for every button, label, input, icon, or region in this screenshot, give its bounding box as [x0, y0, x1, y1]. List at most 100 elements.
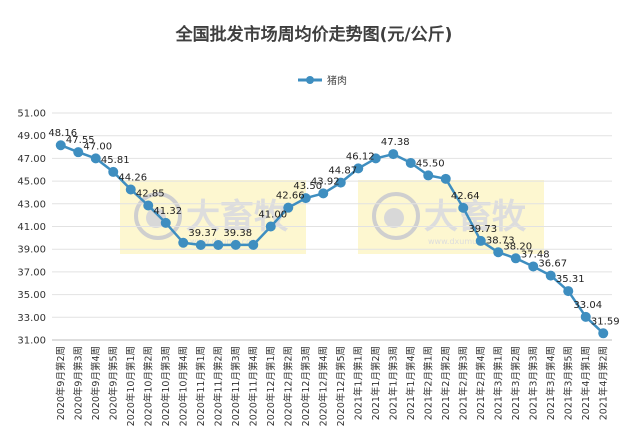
data-label: 43.92 — [311, 176, 340, 187]
y-tick-label: 33.00 — [17, 313, 46, 324]
data-label: 41.32 — [153, 206, 182, 217]
x-tick-label: 2021年1月第4周 — [405, 346, 417, 420]
data-point — [265, 221, 276, 232]
data-point — [160, 217, 171, 228]
x-tick-label: 2020年12月第2周 — [282, 346, 294, 426]
data-point — [423, 170, 434, 181]
x-tick-label: 2020年11月第4周 — [247, 346, 259, 426]
data-point — [318, 188, 329, 199]
data-point — [213, 240, 224, 251]
watermark-icon-inner — [384, 208, 404, 228]
watermark-subtext: www.dxumu.com — [428, 237, 497, 246]
watermark-icon — [372, 192, 420, 240]
y-tick-label: 45.00 — [17, 177, 46, 188]
watermark-icon — [134, 192, 182, 240]
data-label: 43.50 — [293, 181, 322, 192]
y-axis-ticks: 31.00 33.00 35.00 37.00 39.00 41.00 43.00 45.00… — [17, 109, 46, 347]
data-label: 42.64 — [451, 191, 480, 202]
x-tick-label: 2021年2月第1周 — [422, 346, 434, 420]
y-tick-label: 47.00 — [17, 154, 46, 165]
data-label: 45.50 — [416, 158, 445, 169]
data-label: 44.87 — [328, 166, 357, 177]
data-point — [283, 202, 294, 213]
data-point — [353, 163, 364, 174]
data-point — [300, 193, 311, 204]
y-tick-label: 39.00 — [17, 245, 46, 256]
legend-dot-marker — [306, 76, 314, 84]
y-tick-label: 43.00 — [17, 199, 46, 210]
data-point — [335, 177, 346, 188]
data-point — [458, 202, 469, 213]
x-tick-label: 2021年1月第1周 — [352, 346, 364, 420]
x-tick-label: 2021年3月第4周 — [545, 346, 557, 420]
data-point — [125, 184, 136, 195]
data-point — [475, 235, 486, 246]
x-tick-label: 2020年12月第4周 — [317, 346, 329, 426]
data-label: 31.59 — [591, 316, 620, 327]
y-tick-label: 49.00 — [17, 131, 46, 142]
x-tick-label: 2020年11月第2周 — [212, 346, 224, 426]
legend: 猪肉 — [298, 74, 347, 87]
data-label: 42.85 — [136, 189, 165, 200]
x-tick-label: 2021年3月第2周 — [510, 346, 522, 420]
data-label: 38.73 — [486, 235, 515, 246]
x-axis-ticks: 2020年9月第2周 2020年9月第3周 2020年9月第4周 2020年9月第5周… — [55, 346, 610, 426]
data-point — [195, 240, 206, 251]
x-tick-label: 2020年10月第4周 — [177, 346, 189, 426]
x-tick-label: 2020年12月第3周 — [300, 346, 312, 426]
data-point — [563, 286, 574, 297]
y-tick-label: 51.00 — [17, 109, 46, 120]
data-label: 38.20 — [503, 241, 532, 252]
x-tick-label: 2021年1月第3周 — [387, 346, 399, 420]
data-label: 39.73 — [468, 224, 497, 235]
x-tick-label: 2021年3月第5周 — [562, 346, 574, 420]
x-tick-label: 2020年9月第2周 — [55, 346, 67, 420]
data-point — [528, 261, 539, 272]
data-point — [230, 239, 241, 250]
y-tick-label: 31.00 — [17, 336, 46, 347]
data-point — [248, 239, 259, 250]
x-tick-label: 2020年9月第3周 — [72, 346, 84, 420]
x-tick-label: 2021年2月第2周 — [440, 346, 452, 420]
data-point — [580, 311, 591, 322]
x-tick-label: 2021年3月第1周 — [492, 346, 504, 420]
x-tick-label: 2020年12月第5周 — [335, 346, 347, 426]
data-points — [55, 140, 609, 339]
x-tick-label: 2020年9月第4周 — [90, 346, 102, 420]
x-tick-label: 2021年4月第1周 — [580, 346, 592, 420]
y-tick-label: 41.00 — [17, 222, 46, 233]
legend-label: 猪肉 — [327, 74, 347, 87]
x-tick-label: 2020年10月第2周 — [142, 346, 154, 426]
data-point — [55, 140, 66, 151]
x-tick-label: 2020年11月第1周 — [195, 346, 207, 426]
data-label: 35.31 — [556, 274, 585, 285]
x-tick-label: 2021年2月第3周 — [457, 346, 469, 420]
watermark-subtext: www.dxumu.com — [190, 237, 259, 246]
data-label: 42.66 — [276, 191, 305, 202]
data-label: 33.04 — [573, 300, 602, 311]
data-point — [405, 157, 416, 168]
data-label: 37.48 — [521, 249, 550, 260]
x-tick-label: 2020年9月第5周 — [107, 346, 119, 420]
y-tick-label: 37.00 — [17, 267, 46, 278]
chart-title: 全国批发市场周均价走势图(元/公斤) — [175, 24, 453, 45]
x-tick-label: 2020年11月第3周 — [230, 346, 242, 426]
data-label: 39.38 — [223, 228, 252, 239]
x-tick-label: 2021年2月第4周 — [475, 346, 487, 420]
data-label: 47.00 — [83, 141, 112, 152]
x-tick-label: 2021年4月第2周 — [597, 346, 609, 420]
data-point — [598, 328, 609, 339]
data-label: 46.12 — [346, 151, 375, 162]
y-tick-label: 35.00 — [17, 290, 46, 301]
data-label: 39.37 — [188, 228, 217, 239]
data-point — [510, 253, 521, 264]
data-point — [108, 166, 119, 177]
data-point — [370, 153, 381, 164]
data-label: 36.67 — [538, 259, 567, 270]
data-point — [388, 149, 399, 160]
data-point — [545, 270, 556, 281]
data-label: 45.81 — [101, 155, 130, 166]
x-tick-label: 2021年3月第3周 — [527, 346, 539, 420]
